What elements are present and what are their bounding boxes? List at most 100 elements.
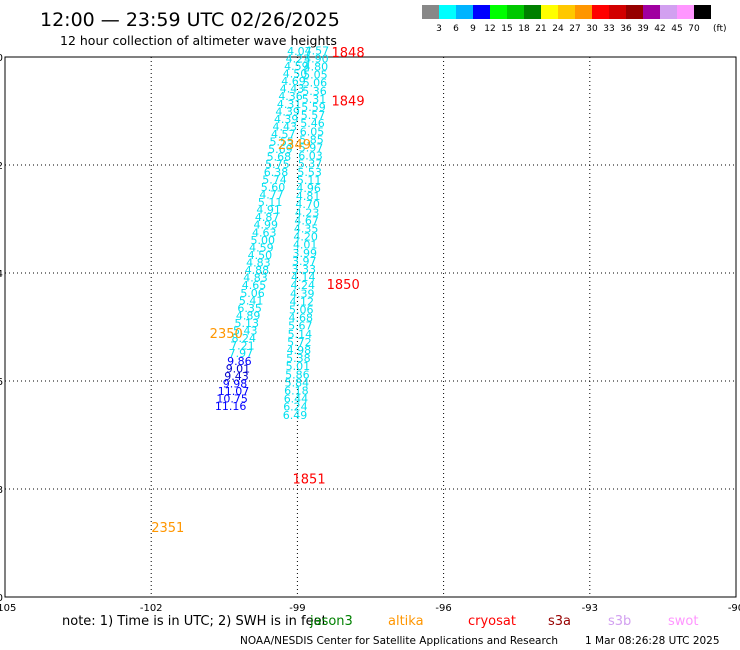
satellite-legend: jason3 altika cryosat s3a s3b swot — [309, 614, 698, 629]
satellite-label-altika: altika — [388, 614, 424, 629]
satellite-label-jason3: jason3 — [309, 614, 353, 629]
wave-height-point: 5.53 — [297, 166, 322, 179]
wave-height-point: 9.86 — [227, 355, 252, 368]
wave-height-point: 4.63 — [252, 226, 277, 239]
legend-label: 3 — [436, 24, 442, 34]
legend-label: 70 — [688, 24, 700, 34]
chart-title: 12:00 — 23:59 UTC 02/26/2025 — [40, 9, 340, 31]
wave-height-point: 5.75 — [265, 158, 290, 171]
color-legend: 3 6 9 12 15 18 21 24 27 30 33 36 39 42 45 70 (ft) — [422, 5, 727, 34]
legend-swatch — [524, 5, 541, 19]
wave-height-point: 10.75 — [216, 393, 248, 406]
wave-height-point: 4.99 — [253, 219, 278, 232]
wave-height-point: 4.81 — [296, 190, 321, 203]
legend-swatch — [439, 5, 456, 19]
wave-height-point: 5.06 — [240, 287, 265, 300]
wave-height-point: 4.77 — [259, 188, 284, 201]
wave-height-point: 5.97 — [299, 142, 324, 155]
legend-label: 33 — [603, 24, 614, 34]
note-text: note: 1) Time is in UTC; 2) SWH is in fe… — [62, 614, 327, 629]
wave-height-point: 4.39 — [274, 113, 299, 126]
satellite-label-swot: swot — [668, 614, 698, 629]
legend-label: 30 — [586, 24, 598, 34]
x-tick-label: -90 — [728, 603, 740, 614]
wave-height-point: 4.35 — [294, 223, 319, 236]
wave-height-point: 4.98 — [287, 344, 312, 357]
wave-height-point: 4.87 — [255, 211, 280, 224]
wave-height-point: 5.72 — [287, 336, 312, 349]
y-tick-label: -54 — [0, 269, 3, 280]
wave-height-point: 5.00 — [251, 234, 276, 247]
wave-height-point: 4.88 — [245, 264, 270, 277]
time-labels: 2349 2350 2351 1848 1849 1850 1851 — [151, 46, 364, 536]
wave-height-point: 5.86 — [285, 368, 310, 381]
time-label: 1849 — [332, 95, 365, 110]
wave-height-point: 4.36 — [278, 90, 303, 103]
time-label: 2349 — [278, 138, 311, 153]
wave-height-point: 4.50 — [248, 249, 273, 262]
wave-height-point: 4.83 — [243, 272, 268, 285]
time-label: 2350 — [210, 327, 243, 342]
wave-height-point: 4.20 — [293, 231, 318, 244]
wave-height-point: 11.07 — [218, 385, 250, 398]
legend-swatch — [507, 5, 524, 19]
wave-height-point: 4.31 — [277, 98, 302, 111]
wave-height-point: 4.14 — [291, 271, 316, 284]
wave-height-point: 3.97 — [292, 255, 317, 268]
wave-height-point: 6.24 — [283, 401, 308, 414]
wave-height-point: 4.90 — [304, 52, 329, 65]
legend-swatch — [456, 5, 473, 19]
footer-timestamp: 1 Mar 08:26:28 UTC 2025 — [585, 635, 720, 647]
legend-unit: (ft) — [713, 24, 727, 34]
legend-label: 6 — [453, 24, 459, 34]
wave-height-point: 4.01 — [293, 239, 318, 252]
wave-height-point: 5.43 — [233, 325, 258, 338]
legend-swatch — [490, 5, 507, 19]
wave-height-point: 4.67 — [294, 214, 319, 227]
wave-height-point: 5.06 — [289, 304, 314, 317]
wave-height-point: 4.89 — [236, 309, 261, 322]
wave-height-point: 6.05 — [300, 125, 325, 138]
wave-height-point: 5.69 — [268, 143, 293, 156]
wave-height-point: 5.37 — [298, 158, 323, 171]
legend-label: 36 — [620, 24, 632, 34]
wave-height-point: 5.11 — [297, 174, 322, 187]
legend-swatch — [592, 5, 609, 19]
legend-label: 9 — [470, 24, 476, 34]
legend-label: 21 — [535, 24, 546, 34]
wave-height-point: 4.83 — [246, 257, 271, 270]
legend-label: 45 — [671, 24, 682, 34]
wave-height-point: 5.14 — [288, 328, 313, 341]
wave-height-point: 8.24 — [232, 332, 257, 345]
satellite-label-s3a: s3a — [548, 614, 571, 629]
legend-swatch — [541, 5, 558, 19]
wave-height-point: 11.16 — [215, 400, 247, 413]
x-tick-label: -93 — [582, 603, 598, 614]
legend-swatch — [643, 5, 660, 19]
wave-height-point: 3.33 — [291, 263, 316, 276]
time-label: 1848 — [332, 46, 365, 61]
wave-height-point: 3.99 — [292, 247, 317, 260]
wave-height-point: 4.07 — [287, 45, 312, 58]
wave-height-point: 4.23 — [295, 206, 320, 219]
wave-height-point: 7.97 — [229, 347, 254, 360]
wave-height-point: 5.06 — [303, 77, 328, 90]
time-label: 2351 — [151, 521, 184, 536]
y-tick-label: -50 — [0, 53, 3, 64]
wave-height-point: 4.59 — [249, 241, 274, 254]
grid-lines — [5, 57, 736, 597]
chart-subtitle: 12 hour collection of altimeter wave hei… — [60, 33, 337, 48]
legend-label: 42 — [654, 24, 665, 34]
legend-label: 27 — [569, 24, 580, 34]
wave-height-point: 4.65 — [242, 279, 267, 292]
legend-swatch — [422, 5, 439, 19]
legend-swatch — [626, 5, 643, 19]
wave-height-point: 4.80 — [304, 61, 329, 74]
wave-height-point: 9.98 — [223, 377, 248, 390]
wave-height-point: 5.11 — [258, 196, 283, 209]
wave-height-point: 5.67 — [288, 320, 313, 333]
wave-height-point: 4.96 — [296, 182, 321, 195]
legend-swatch — [660, 5, 677, 19]
wave-height-point: 4.24 — [291, 279, 316, 292]
